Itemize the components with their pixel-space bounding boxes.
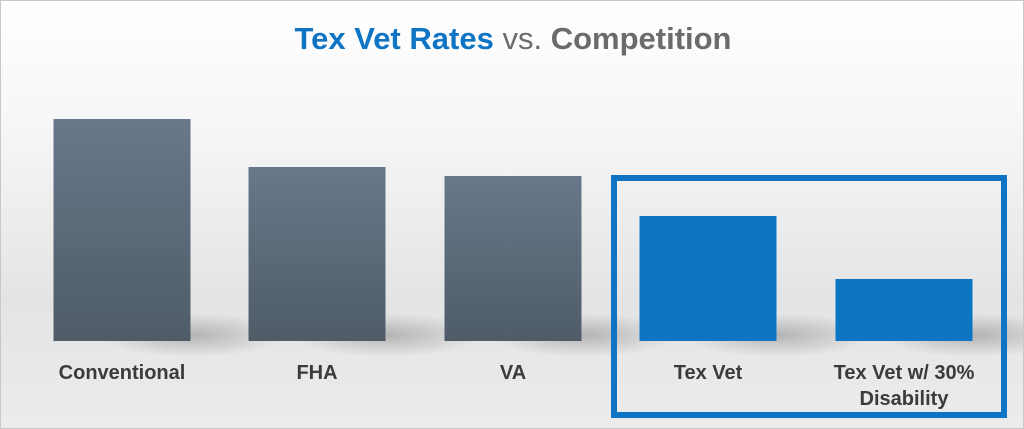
category-label: VA [413, 360, 613, 386]
category-label-line: FHA [296, 362, 338, 384]
bar-conventional [53, 119, 191, 341]
title-part-competition: Competition [550, 21, 732, 56]
category-label: FHA [217, 360, 417, 386]
category-label-line: VA [499, 362, 527, 384]
title-part-vs: vs. [502, 21, 543, 56]
category-label: Tex Vet [608, 360, 808, 386]
chart-title: Tex Vet Rates vs. Competition [1, 21, 1023, 57]
bar-fha [248, 167, 386, 341]
category-label-line: Conventional [58, 362, 186, 384]
category-label-line: Tex Vet w/ 30% [833, 362, 975, 384]
texvet-highlight-frame [611, 175, 1007, 418]
title-part-texvet-rates: Tex Vet Rates [294, 21, 494, 56]
bar-va [444, 176, 582, 341]
category-label: Conventional [22, 360, 222, 386]
category-label-line: Tex Vet [673, 362, 743, 384]
bar-tex-vet-w-30-disability [835, 279, 973, 341]
bar-tex-vet [639, 216, 777, 341]
category-label: Tex Vet w/ 30% Disability [804, 360, 1004, 412]
category-label-line: Disability [859, 388, 949, 410]
